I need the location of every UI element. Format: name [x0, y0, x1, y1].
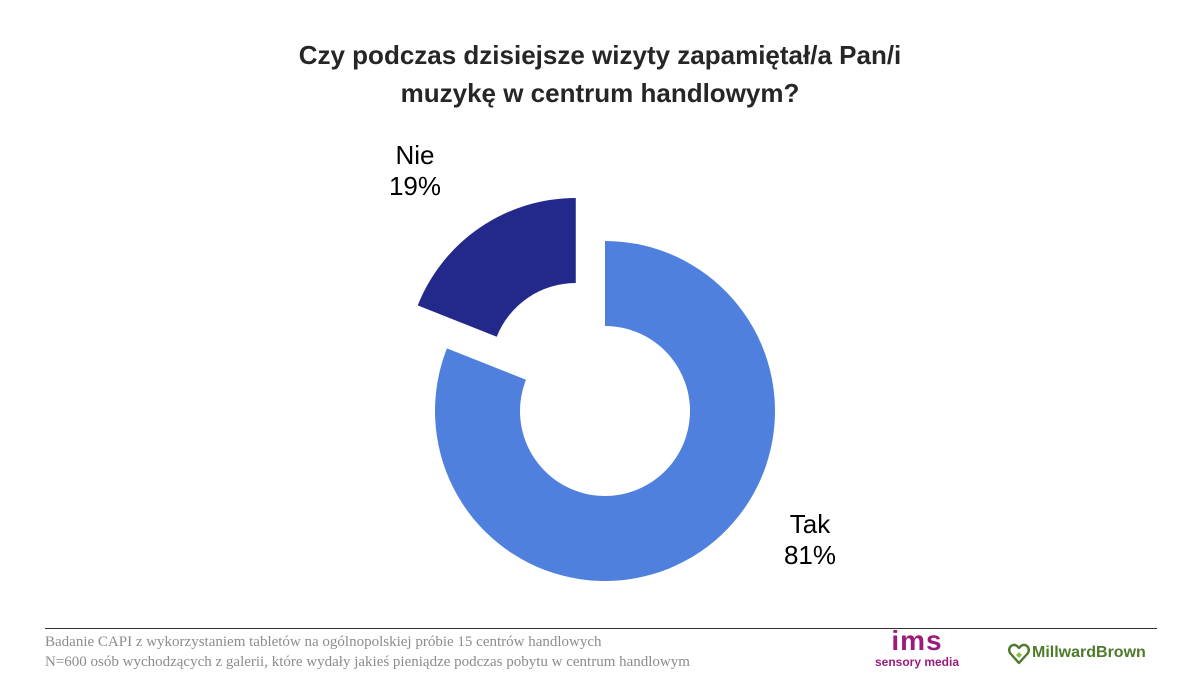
footnote-line-1: Badanie CAPI z wykorzystaniem tabletów n…: [45, 634, 602, 650]
footnote: Badanie CAPI z wykorzystaniem tabletów n…: [45, 632, 690, 672]
heart-diamond-icon: [1008, 643, 1030, 665]
label-tak-value: 81%: [783, 540, 837, 570]
ims-logo: ims sensory media: [862, 625, 972, 671]
footnote-line-2: N=600 osób wychodzących z galerii, które…: [45, 654, 690, 670]
millward-brown-wordmark: MillwardBrown: [1032, 644, 1146, 661]
label-nie-value: 19%: [388, 171, 442, 201]
label-nie: Nie 19%: [375, 140, 455, 202]
label-tak: Tak 81%: [765, 509, 855, 571]
chart-title: Czy podczas dzisiejsze wizyty zapamiętał…: [0, 36, 1200, 112]
label-nie-category: Nie: [395, 140, 435, 170]
chart-title-line-1: Czy podczas dzisiejsze wizyty zapamiętał…: [298, 40, 902, 70]
chart-title-line-2: muzykę w centrum handlowym?: [400, 78, 800, 108]
label-tak-category: Tak: [789, 509, 831, 539]
footer-divider: [45, 628, 1157, 629]
slice-tak: [435, 241, 776, 581]
ims-logo-mark: ims: [891, 625, 943, 656]
ims-logo-tagline: sensory media: [874, 655, 960, 669]
slice-nie: [417, 197, 576, 337]
